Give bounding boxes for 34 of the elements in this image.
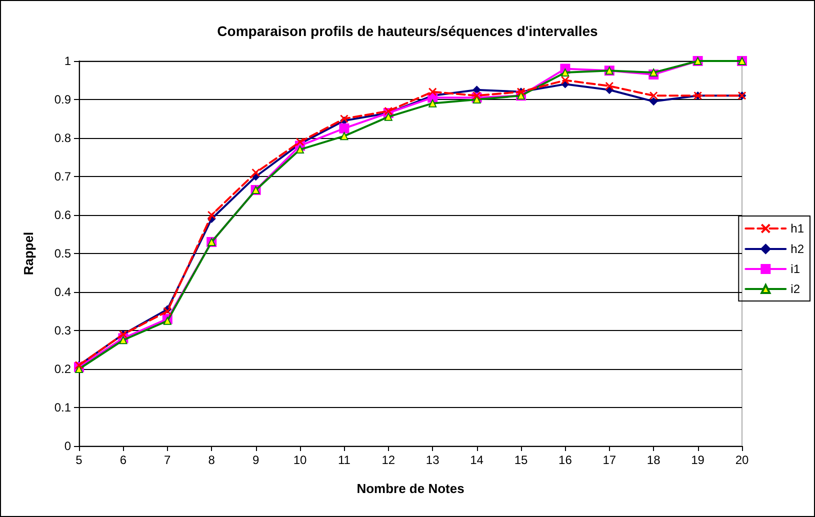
x-tick-label: 9: [252, 453, 260, 467]
y-tick-label: 0.4: [54, 285, 72, 299]
x-tick-label: 5: [76, 453, 83, 467]
y-tick-label: 0.8: [54, 131, 72, 145]
y-tick-label: 0.9: [54, 92, 72, 106]
legend-label: i2: [790, 282, 800, 296]
y-tick-label: 0.6: [54, 208, 72, 222]
x-axis-title: Nombre de Notes: [356, 481, 464, 496]
x-tick-label: 12: [382, 453, 396, 467]
x-tick-label: 20: [735, 453, 749, 467]
legend-label: h1: [790, 222, 804, 236]
legend-label: h2: [790, 242, 804, 256]
y-tick-label: 0.1: [54, 400, 72, 414]
x-tick-label: 6: [120, 453, 127, 467]
y-tick-label: 0.3: [54, 324, 72, 338]
chart-title: Comparaison profils de hauteurs/séquences d'intervalles: [217, 23, 598, 39]
y-tick-label: 0.7: [54, 170, 72, 184]
y-tick-label: 0: [64, 439, 72, 453]
y-tick-label: 0.5: [54, 246, 72, 260]
x-tick-label: 14: [470, 453, 484, 467]
x-tick-label: 7: [164, 453, 172, 467]
y-tick-label: 0.2: [54, 362, 72, 376]
x-tick-label: 10: [293, 453, 307, 467]
x-tick-label: 18: [646, 453, 661, 467]
legend-label: i1: [790, 262, 800, 276]
y-tick-label: 1: [64, 54, 72, 68]
x-tick-label: 17: [602, 453, 616, 467]
y-axis-title: Rappel: [21, 232, 36, 276]
x-tick-label: 13: [426, 453, 440, 467]
x-tick-label: 19: [691, 453, 705, 467]
x-tick-label: 11: [338, 453, 351, 467]
x-tick-label: 15: [514, 453, 528, 467]
x-tick-label: 8: [208, 453, 216, 467]
x-tick-label: 16: [558, 453, 572, 467]
